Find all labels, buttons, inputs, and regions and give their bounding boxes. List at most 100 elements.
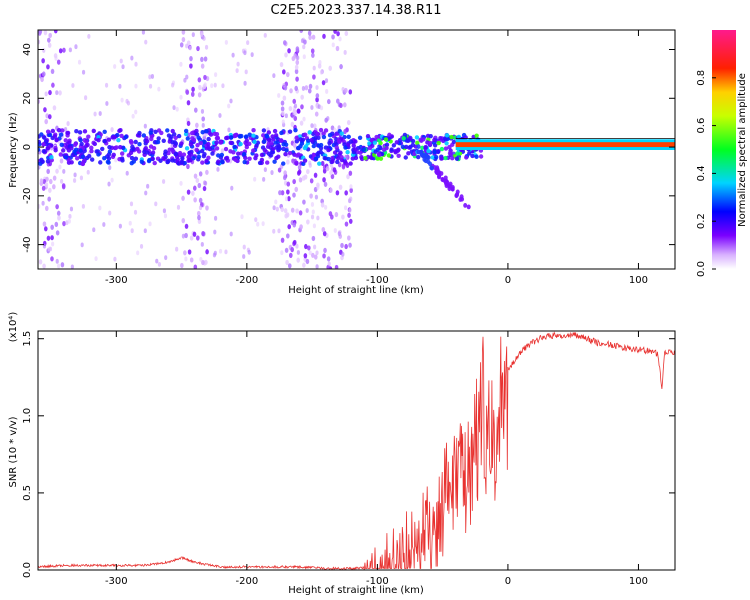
noise-blob: [314, 111, 319, 117]
noise-blob: [282, 40, 287, 46]
band-blob: [414, 135, 420, 140]
noise-blob: [47, 37, 51, 43]
noise-blob: [179, 61, 183, 67]
noise-blob: [40, 76, 44, 83]
band-blob: [56, 128, 62, 133]
noise-blob: [65, 220, 69, 226]
x-tick-label: 100: [629, 576, 648, 587]
band-blob: [386, 153, 392, 158]
band-blob: [348, 161, 353, 166]
noise-blob: [73, 172, 77, 178]
noise-blob: [240, 214, 244, 220]
snr-y-axis-label: SNR (10 * v/v): [8, 416, 19, 487]
noise-blob: [185, 43, 189, 49]
band-blob: [204, 158, 209, 164]
noise-blob: [315, 97, 319, 103]
noise-blob: [286, 159, 290, 165]
noise-blob: [287, 48, 291, 54]
noise-blob: [66, 121, 70, 126]
noise-blob: [180, 262, 184, 269]
noise-blob: [284, 113, 288, 119]
band-blob: [63, 155, 69, 160]
noise-blob: [38, 39, 41, 45]
noise-blob: [285, 71, 290, 78]
noise-blob: [243, 80, 247, 86]
band-blob: [467, 151, 472, 156]
noise-blob: [42, 48, 46, 53]
noise-blob: [306, 168, 310, 175]
band-blob: [266, 151, 272, 157]
band-blob: [129, 155, 135, 161]
noise-blob: [114, 157, 118, 163]
noise-blob: [201, 122, 205, 128]
noise-blob: [54, 221, 59, 227]
band-blob: [183, 131, 189, 137]
band-blob: [287, 150, 293, 156]
noise-blob: [304, 85, 309, 91]
band-blob: [345, 149, 350, 155]
band-blob: [384, 142, 390, 147]
band-blob: [96, 137, 101, 143]
band-blob: [403, 144, 409, 150]
noise-blob: [313, 244, 317, 250]
noise-blob: [302, 44, 306, 50]
noise-blob: [157, 86, 161, 92]
noise-blob: [218, 113, 222, 118]
noise-blob: [339, 102, 343, 109]
noise-blob: [229, 231, 233, 237]
band-blob: [39, 157, 44, 162]
noise-blob: [196, 210, 201, 217]
branch-blob: [463, 203, 468, 208]
noise-blob: [282, 175, 287, 181]
noise-blob: [284, 247, 289, 253]
noise-blob: [197, 92, 202, 98]
noise-blob: [148, 221, 152, 227]
band-blob: [177, 150, 183, 156]
band-blob: [278, 138, 284, 143]
y-tick-label: 0.0: [22, 562, 33, 578]
band-blob: [293, 127, 298, 133]
noise-blob: [186, 189, 191, 195]
band-blob: [377, 152, 382, 158]
band-blob: [259, 152, 265, 158]
noise-blob: [42, 221, 47, 227]
band-blob: [200, 160, 205, 165]
noise-blob: [272, 205, 276, 211]
band-blob: [214, 140, 219, 145]
band-blob: [184, 146, 190, 151]
x-tick-label: 100: [629, 275, 648, 286]
band-blob: [119, 133, 124, 139]
band-blob: [361, 147, 367, 152]
noise-blob: [299, 224, 303, 230]
band-blob: [49, 154, 54, 160]
band-blob: [199, 148, 205, 154]
band-blob: [357, 135, 363, 140]
y-tick-label: -20: [22, 188, 33, 204]
noise-blob: [332, 167, 337, 173]
colorbar-tick-label: 0.4: [696, 165, 707, 181]
noise-blob: [81, 69, 86, 75]
band-blob: [181, 152, 187, 157]
band-blob: [243, 155, 248, 161]
band-blob: [78, 137, 83, 143]
band-blob: [300, 137, 306, 142]
band-blob: [313, 156, 319, 162]
noise-blob: [46, 64, 50, 70]
noise-blob: [293, 53, 297, 59]
noise-blob: [290, 121, 295, 127]
noise-blob: [310, 214, 315, 220]
noise-blob: [325, 165, 330, 172]
noise-blob: [294, 85, 298, 92]
noise-blob: [299, 120, 304, 126]
noise-blob: [175, 106, 179, 112]
noise-blob: [87, 34, 91, 39]
band-blob: [137, 141, 142, 147]
band-blob: [244, 138, 250, 143]
band-blob: [261, 133, 266, 138]
noise-blob: [54, 55, 58, 61]
noise-blob: [179, 181, 183, 186]
noise-blob: [55, 204, 59, 210]
noise-blob: [312, 65, 316, 71]
noise-blob: [302, 116, 306, 122]
band-blob: [61, 148, 66, 153]
